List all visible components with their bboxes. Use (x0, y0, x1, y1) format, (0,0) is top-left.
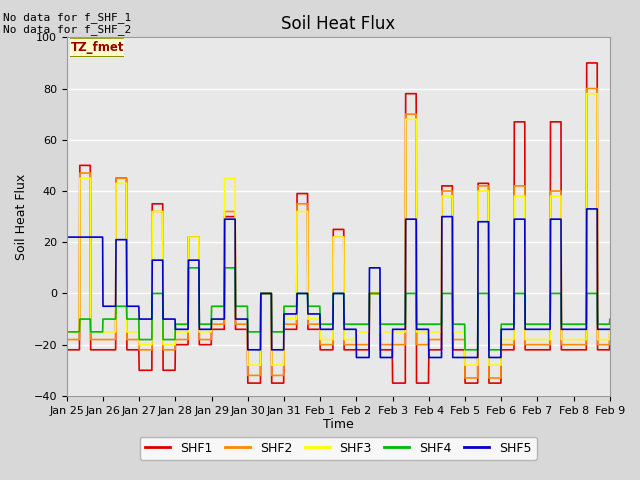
SHF2 (72, 336, 79, 342)
SHF3 (72, 329, 79, 335)
SHF5 (72, 234, 79, 240)
Line: SHF3: SHF3 (67, 94, 640, 365)
SHF1 (583, 60, 591, 66)
SHF2 (542, 342, 550, 348)
SHF1 (244, 380, 252, 386)
SHF5 (353, 355, 360, 360)
SHF3 (184, 329, 191, 335)
SHF4 (580, 321, 588, 327)
SHF1 (72, 347, 79, 353)
SHF4 (283, 303, 291, 309)
SHF2 (579, 342, 587, 348)
SHF4 (184, 265, 192, 271)
SHF1 (184, 342, 191, 348)
SHF2 (461, 375, 469, 381)
SHF4 (63, 329, 70, 335)
X-axis label: Time: Time (323, 419, 354, 432)
Line: SHF5: SHF5 (67, 209, 640, 358)
SHF5 (583, 206, 591, 212)
FancyBboxPatch shape (67, 38, 127, 57)
SHF5 (614, 326, 622, 332)
Y-axis label: Soil Heat Flux: Soil Heat Flux (15, 173, 28, 260)
SHF2 (583, 85, 591, 91)
Line: SHF2: SHF2 (67, 88, 640, 378)
Text: TZ_fmet: TZ_fmet (70, 41, 124, 54)
SHF1 (63, 347, 70, 353)
SHF3 (579, 336, 587, 342)
SHF5 (579, 326, 587, 332)
SHF3 (244, 362, 252, 368)
SHF1 (542, 347, 550, 353)
SHF5 (282, 311, 290, 317)
SHF1 (614, 329, 622, 335)
SHF3 (583, 91, 591, 96)
SHF4 (184, 321, 191, 327)
Title: Soil Heat Flux: Soil Heat Flux (281, 15, 396, 33)
SHF3 (283, 316, 291, 322)
SHF3 (63, 329, 70, 335)
Text: No data for f_SHF_1
No data for f_SHF_2: No data for f_SHF_1 No data for f_SHF_2 (3, 12, 131, 36)
SHF4 (543, 321, 550, 327)
SHF1 (283, 326, 291, 332)
SHF4 (614, 316, 622, 322)
Legend: SHF1, SHF2, SHF3, SHF4, SHF5: SHF1, SHF2, SHF3, SHF4, SHF5 (140, 437, 537, 459)
SHF4 (461, 347, 469, 353)
SHF2 (282, 321, 290, 327)
SHF5 (542, 326, 550, 332)
SHF2 (63, 336, 70, 342)
SHF2 (614, 321, 622, 327)
SHF1 (579, 347, 587, 353)
SHF3 (614, 316, 622, 322)
SHF5 (63, 234, 70, 240)
SHF2 (184, 336, 191, 342)
SHF5 (184, 326, 191, 332)
SHF3 (542, 336, 550, 342)
SHF4 (72, 329, 79, 335)
Line: SHF1: SHF1 (67, 63, 640, 383)
Line: SHF4: SHF4 (67, 268, 640, 350)
